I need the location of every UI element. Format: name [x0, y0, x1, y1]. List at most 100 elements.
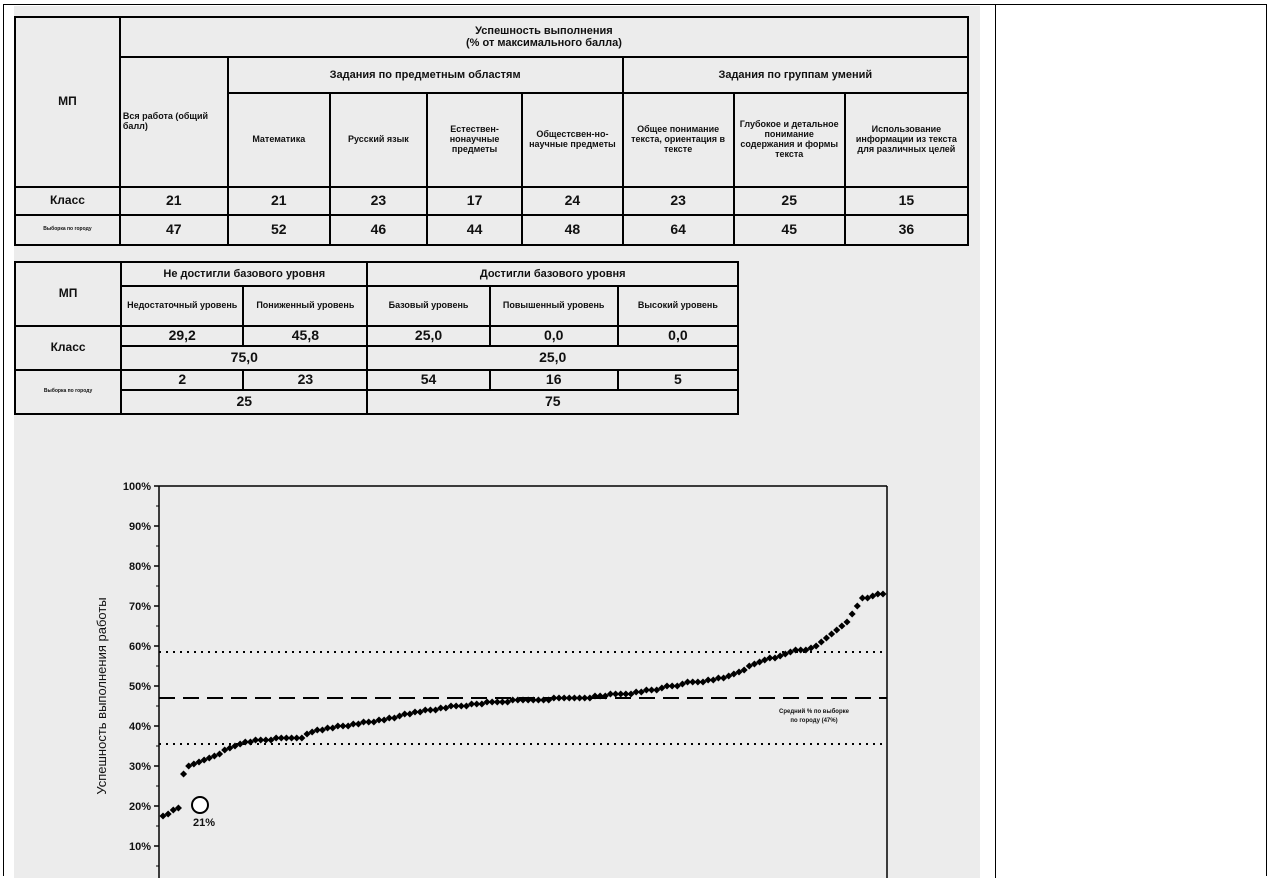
data-point — [216, 750, 224, 758]
data-point — [334, 722, 342, 730]
data-point — [709, 676, 717, 684]
data-point — [447, 702, 455, 710]
data-point — [164, 810, 172, 818]
data-point — [190, 760, 198, 768]
data-point — [750, 660, 758, 668]
data-point — [864, 594, 872, 602]
sample-cell: 44 — [425, 214, 524, 246]
data-point — [540, 696, 548, 704]
levels-sample-label: Выборка по городу — [13, 369, 123, 415]
level-lowered: Пониженный уровень — [242, 285, 369, 327]
y-tick-label: 90% — [129, 521, 151, 533]
data-point — [324, 724, 332, 732]
data-point — [298, 734, 306, 742]
levels-sample-cell: 5 — [616, 369, 740, 391]
data-point — [740, 666, 748, 674]
skills-group-header: Задания по группам умений — [621, 56, 970, 94]
data-point — [730, 670, 738, 678]
data-point — [853, 602, 861, 610]
success-title-line1: Успешность выполнения — [475, 24, 613, 37]
data-point — [704, 676, 712, 684]
data-point — [452, 702, 460, 710]
data-point — [586, 694, 594, 702]
not-reached-header: Не достигли базового уровня — [120, 261, 369, 287]
class-cell: 15 — [843, 186, 970, 216]
levels-class-cell: 0,0 — [488, 325, 619, 347]
data-point — [174, 804, 182, 812]
data-point — [493, 698, 501, 706]
data-point — [874, 590, 882, 598]
data-point — [576, 694, 584, 702]
y-tick-label: 10% — [129, 841, 151, 853]
col-science: Естествен-нонаучные предметы — [425, 92, 524, 188]
levels-sample-cell: 2 — [120, 369, 245, 391]
data-point — [828, 630, 836, 638]
data-point — [210, 752, 218, 760]
col-use: Использование информации из текста для р… — [843, 92, 970, 188]
levels-class-cell: 45,8 — [242, 325, 369, 347]
data-point — [689, 678, 697, 686]
data-point — [612, 690, 620, 698]
success-table: МП Успешность выполнения (% от максималь… — [14, 16, 970, 246]
data-point — [663, 682, 671, 690]
data-point — [313, 726, 321, 734]
data-point — [504, 698, 512, 706]
y-tick-label: 80% — [129, 561, 151, 573]
sample-row-label: Выборка по городу — [14, 214, 121, 246]
data-point — [756, 658, 764, 666]
data-point — [812, 642, 820, 650]
y-tick-label: 70% — [129, 601, 151, 613]
levels-class-cell: 0,0 — [616, 325, 740, 347]
data-point — [581, 694, 589, 702]
data-point — [838, 622, 846, 630]
data-point — [462, 702, 470, 710]
data-point — [529, 696, 537, 704]
average-label: Средний % по выборке — [779, 708, 850, 715]
data-point — [293, 734, 301, 742]
data-point — [478, 700, 486, 708]
data-point — [822, 634, 830, 642]
data-point — [437, 704, 445, 712]
data-point — [668, 682, 676, 690]
data-point — [406, 710, 414, 718]
data-point — [771, 654, 779, 662]
mp-header: МП — [14, 16, 121, 188]
data-point — [226, 744, 234, 752]
whole-work-header: Вся работа (общий балл) — [118, 56, 229, 188]
data-point — [519, 696, 527, 704]
data-point — [488, 698, 496, 706]
class-cell: 23 — [328, 186, 428, 216]
data-point — [257, 736, 265, 744]
data-point — [714, 674, 722, 682]
class-row-label: Класс — [14, 186, 121, 216]
data-point — [509, 696, 517, 704]
level-basic: Базовый уровень — [366, 285, 491, 327]
data-point — [673, 682, 681, 690]
data-point — [195, 758, 203, 766]
class-cell: 24 — [521, 186, 624, 216]
levels-sample-reached-total: 75 — [366, 389, 739, 415]
levels-class-reached-total: 25,0 — [366, 345, 739, 371]
data-point — [344, 722, 352, 730]
data-point — [282, 734, 290, 742]
data-point — [617, 690, 625, 698]
data-point — [169, 806, 177, 814]
data-point — [761, 656, 769, 664]
data-point — [375, 716, 383, 724]
levels-table: МП Не достигли базового уровня Достигли … — [13, 261, 740, 415]
data-point — [648, 686, 656, 694]
data-point — [766, 654, 774, 662]
class-cell: 21 — [226, 186, 331, 216]
data-point — [231, 742, 239, 750]
levels-sample-not-reached-total: 25 — [120, 389, 369, 415]
col-deep: Глубокое и детальное понимание содержани… — [732, 92, 846, 188]
levels-class-cell: 29,2 — [120, 325, 245, 347]
data-point — [797, 646, 805, 654]
data-point — [627, 690, 635, 698]
data-point — [442, 704, 450, 712]
data-point — [776, 652, 784, 660]
y-tick-label: 20% — [129, 801, 151, 813]
data-point — [318, 726, 326, 734]
data-point — [591, 692, 599, 700]
data-point — [385, 714, 393, 722]
